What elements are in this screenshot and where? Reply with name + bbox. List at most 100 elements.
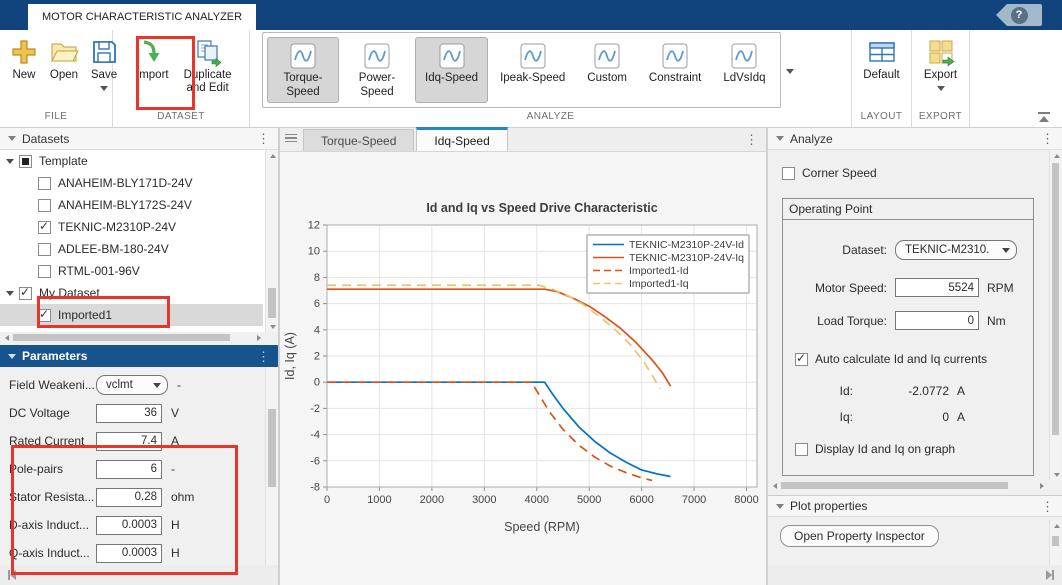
stator-resistance-input[interactable]: 0.28 [96,488,162,507]
param-row-stator-resistance: Stator Resista... 0.28 ohm [0,487,194,507]
collapse-triangle-icon[interactable] [8,136,16,141]
display-graph-label: Display Id and Iq on graph [815,442,955,456]
dc-voltage-input[interactable]: 36 [96,404,162,423]
tree-row-my-dataset[interactable]: My Dataset [0,282,263,304]
tree-row[interactable]: RTML-001-96V [0,260,263,282]
tab-list-icon[interactable] [285,134,297,145]
tree-row[interactable]: ANAHEIM-BLY171D-24V [0,172,263,194]
save-dropdown-caret-icon[interactable] [100,86,108,91]
tree-row-imported1[interactable]: Imported1 [0,304,263,326]
analyze-overflow-caret-icon[interactable] [786,69,794,74]
iq-value: 0 [853,410,949,424]
q-axis-inductance-input[interactable]: 0.0003 [96,544,162,563]
kebab-menu-icon[interactable]: ⋮ [1041,132,1054,145]
collapse-right-panel-icon[interactable] [1046,570,1054,580]
export-dropdown-caret-icon[interactable] [937,86,945,91]
tree-row[interactable]: ANAHEIM-BLY172S-24V [0,194,263,216]
dataset-row: Dataset: TEKNIC-M2310... [783,240,1033,260]
chart-canvas[interactable]: 010002000300040005000600070008000-8-6-4-… [280,152,766,585]
param-unit: H [171,518,180,532]
ipeak-speed-toggle[interactable]: Ipeak-Speed [490,37,575,103]
idq-speed-toggle[interactable]: Idq-Speed [415,37,488,103]
dataset-dropdown[interactable]: TEKNIC-M2310... [895,240,1017,260]
tree-row-template[interactable]: Template [0,150,263,172]
tree-row[interactable]: TEKNIC-M2310P-24V [0,216,263,238]
tab-idq-speed[interactable]: Idq-Speed [416,127,507,151]
motor-speed-input[interactable]: 5524 [895,278,979,297]
import-button[interactable]: Import [131,34,174,85]
param-row-d-axis-inductance: D-axis Induct... 0.0003 H [0,515,180,535]
checkbox[interactable] [38,177,51,190]
checkbox[interactable] [38,309,51,322]
export-button[interactable]: Export [919,34,962,94]
checkbox[interactable] [795,443,808,456]
dataset-label: Dataset: [783,243,887,257]
layout-section-label: LAYOUT [852,111,911,127]
collapse-bar-icon [1038,112,1050,114]
parameters-header[interactable]: Parameters ⋮ [0,345,278,367]
checkbox[interactable] [795,353,808,366]
wave-icon [439,43,465,69]
collapse-toolstrip-button[interactable] [1038,112,1050,122]
kebab-menu-icon[interactable]: ⋮ [745,133,758,146]
expander-icon[interactable] [6,291,14,296]
left-panel-bottom-strip [0,565,278,585]
checkbox[interactable] [38,199,51,212]
iq-label: Iq: [783,410,853,424]
kebab-menu-icon[interactable]: ⋮ [1041,500,1054,513]
checkbox[interactable] [38,243,51,256]
svg-text:8: 8 [314,272,320,284]
default-layout-button[interactable]: Default [858,34,904,85]
analyze-hscrollbar[interactable] [768,480,1048,491]
analyze-vscrollbar[interactable] [1049,150,1061,480]
checkbox[interactable] [38,265,51,278]
tab-torque-speed[interactable]: Torque-Speed [303,129,414,151]
kebab-menu-icon[interactable]: ⋮ [257,132,270,145]
svg-text:0: 0 [324,494,330,506]
collapse-left-panel-icon[interactable] [8,570,16,580]
open-button[interactable]: Open [44,34,84,85]
torque-speed-toggle[interactable]: Torque-Speed [267,37,339,104]
tree-row[interactable]: ADLEE-BM-180-24V [0,238,263,260]
checkbox[interactable] [38,221,51,234]
param-label: Pole-pairs [0,462,96,476]
collapse-triangle-icon[interactable] [776,136,784,141]
power-speed-toggle[interactable]: Power-Speed [341,37,413,104]
parameters-vscrollbar[interactable] [265,367,278,565]
rated-current-input[interactable]: 7.4 [96,432,162,451]
kebab-menu-icon[interactable]: ⋮ [257,350,270,363]
collapse-triangle-icon[interactable] [776,504,784,509]
field-weakening-dropdown[interactable]: vclmt [96,375,168,395]
default-label: Default [863,69,899,82]
corner-speed-checkbox-row[interactable]: Corner Speed [782,166,877,180]
tree-vscrollbar[interactable] [265,150,278,332]
tree-hscrollbar[interactable] [0,332,278,343]
auto-calc-checkbox-row[interactable]: Auto calculate Id and Iq currents [795,352,1033,366]
expander-icon[interactable] [6,159,14,164]
help-button[interactable]: ? [996,4,1042,26]
open-property-inspector-button[interactable]: Open Property Inspector [780,525,939,547]
custom-toggle[interactable]: Custom [577,37,637,103]
display-graph-checkbox-row[interactable]: Display Id and Iq on graph [795,442,1033,456]
app-tab[interactable]: MOTOR CHARACTERISTIC ANALYZER [28,4,256,30]
analyze-header[interactable]: Analyze ⋮ [768,128,1062,150]
d-axis-inductance-input[interactable]: 0.0003 [96,516,162,535]
collapse-triangle-icon[interactable] [8,354,16,359]
ldvsidq-toggle[interactable]: LdVsIdq [713,37,775,103]
tree-label: Template [39,154,88,168]
load-torque-input[interactable]: 0 [895,311,979,330]
svg-text:-8: -8 [310,482,320,494]
iq-value-row: Iq: 0 A [783,410,1033,424]
wave-icon [520,43,546,69]
datasets-header[interactable]: Datasets ⋮ [0,128,278,150]
checkbox[interactable] [19,155,32,168]
constraint-toggle[interactable]: Constraint [639,37,711,103]
checkbox[interactable] [19,287,32,300]
svg-text:4: 4 [314,324,320,336]
duplicate-edit-button[interactable]: Duplicate and Edit [174,34,242,98]
pole-pairs-input[interactable]: 6 [96,460,162,479]
checkbox[interactable] [782,167,795,180]
titlebar: MOTOR CHARACTERISTIC ANALYZER ? [0,0,1062,30]
plot-properties-header[interactable]: Plot properties ⋮ [768,495,1062,517]
new-button[interactable]: New [4,34,44,85]
